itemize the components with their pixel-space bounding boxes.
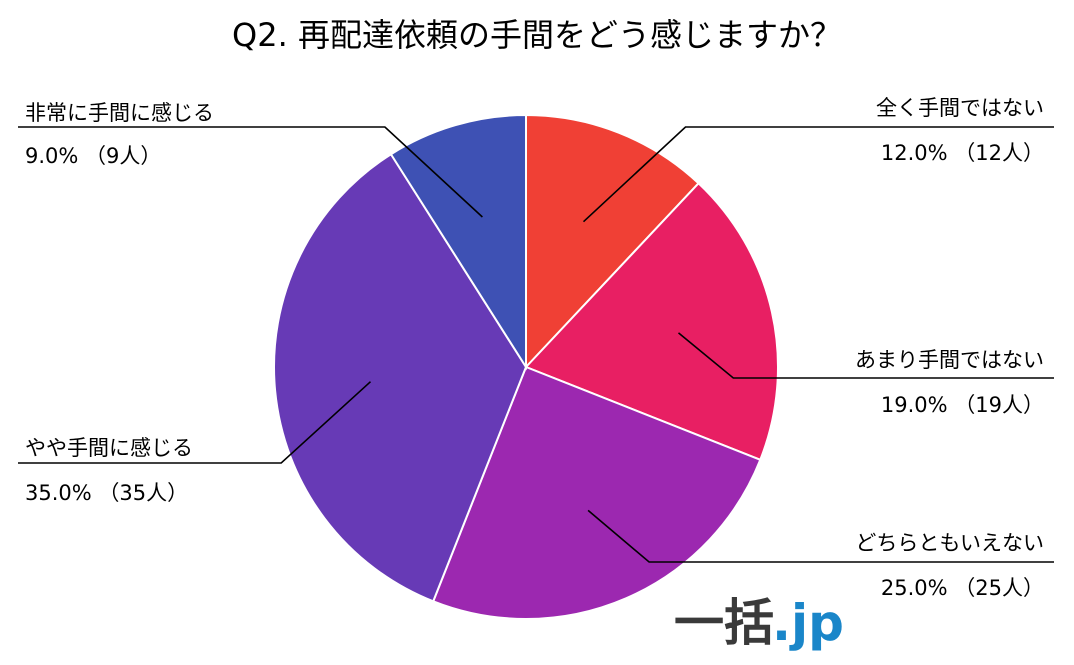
pie-slice xyxy=(431,365,762,620)
leader-line xyxy=(18,126,483,218)
slice-value-label: 35.0% （35人） xyxy=(25,481,188,505)
leader-line xyxy=(582,126,1054,223)
logo-main-text: 一括 xyxy=(674,594,774,652)
pie-slice xyxy=(273,152,528,603)
slice-value-label: 9.0% （9人） xyxy=(25,144,161,168)
leader-lines xyxy=(18,126,1054,563)
pie-slice xyxy=(525,113,700,370)
logo-jp-text: .jp xyxy=(772,594,844,652)
pie-slice xyxy=(524,181,779,462)
chart-title: Q2. 再配達依頼の手間をどう感じますか？ xyxy=(232,16,842,54)
slice-label: 全く手間ではない xyxy=(876,96,1044,120)
leader-line xyxy=(677,332,1054,379)
slice-value-label: 12.0% （12人） xyxy=(881,141,1044,165)
brand-logo: 一括 .jp xyxy=(674,594,844,652)
slice-label: 非常に手間に感じる xyxy=(25,101,214,125)
slice-label: どちらともいえない xyxy=(855,531,1044,555)
slice-label: あまり手間ではない xyxy=(855,348,1044,372)
slice-labels: 全く手間ではない 12.0% （12人） あまり手間ではない 19.0% （19人） ど… xyxy=(25,96,1044,600)
leader-line xyxy=(587,509,1054,563)
pie-slices xyxy=(273,113,779,620)
slice-label: やや手間に感じる xyxy=(25,436,193,460)
leader-line xyxy=(18,381,372,464)
slice-value-label: 19.0% （19人） xyxy=(881,393,1044,417)
pie-slice xyxy=(389,113,527,371)
slice-value-label: 25.0% （25人） xyxy=(881,576,1044,600)
